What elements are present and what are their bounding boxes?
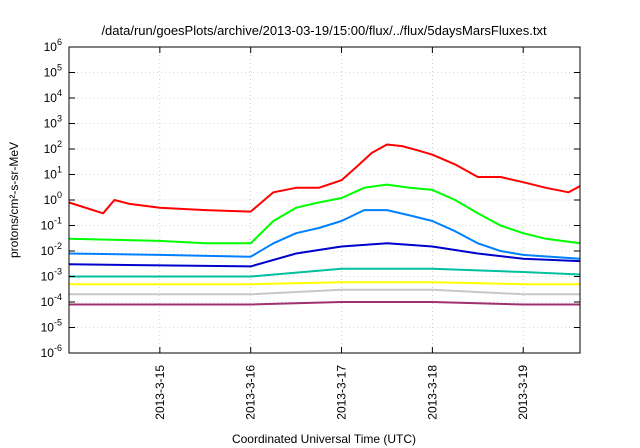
x-tick-label: 2013-3-17 xyxy=(335,365,349,420)
x-tick-label: 2013-3-19 xyxy=(516,365,530,420)
y-ticks: 10-6 10-5 10-4 10-3 10-2 10-1 100 101 102 103 104 1… xyxy=(41,37,580,360)
y-tick-label: 104 xyxy=(44,88,62,105)
x-tick-label: 2013-3-15 xyxy=(153,365,167,420)
series-line-7 xyxy=(69,288,580,296)
y-tick-label: 10-6 xyxy=(41,343,62,360)
x-tick-label: 2013-3-16 xyxy=(244,365,258,420)
y-tick-label: 102 xyxy=(44,139,62,156)
series-line-2 xyxy=(68,183,581,245)
series-line-6 xyxy=(69,281,580,286)
x-ticks: 2013-3-15 2013-3-16 2013-3-17 2013-3-18 2013… xyxy=(153,47,530,420)
chart-title: /data/run/goesPlots/archive/2013-03-19/1… xyxy=(101,23,547,38)
series-line-1 xyxy=(68,143,581,215)
series-line-4 xyxy=(68,242,581,268)
series-line-8 xyxy=(69,301,580,306)
y-tick-label: 10-4 xyxy=(41,292,62,309)
y-tick-label: 10-1 xyxy=(41,216,62,233)
series-line-3 xyxy=(68,209,581,260)
y-axis-label: protons/cm²-s-sr-MeV xyxy=(7,142,21,258)
series-line-5 xyxy=(69,267,581,278)
y-tick-label: 106 xyxy=(44,37,62,54)
y-tick-label: 10-5 xyxy=(41,318,62,335)
y-tick-label: 101 xyxy=(44,165,62,182)
y-tick-label: 10-2 xyxy=(41,241,62,258)
y-tick-label: 10-3 xyxy=(41,267,62,284)
y-tick-label: 103 xyxy=(44,114,62,131)
y-tick-label: 100 xyxy=(44,190,62,207)
x-axis-label: Coordinated Universal Time (UTC) xyxy=(232,432,416,446)
series-layer xyxy=(68,143,581,306)
grid-lines xyxy=(69,47,580,353)
y-tick-label: 105 xyxy=(44,63,62,80)
x-tick-label: 2013-3-18 xyxy=(425,365,439,420)
